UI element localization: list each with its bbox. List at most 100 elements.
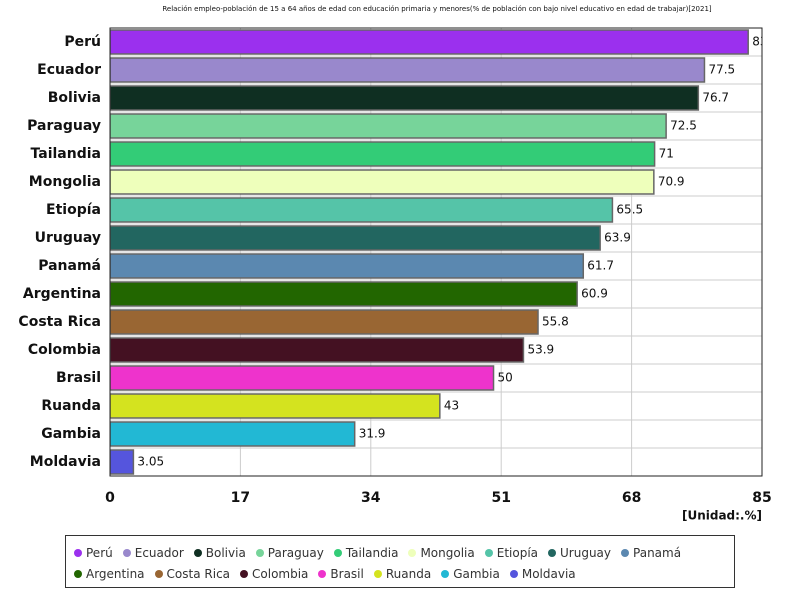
unit-label: [Unidad:.%] bbox=[682, 509, 762, 523]
legend-label: Colombia bbox=[252, 566, 309, 581]
bar bbox=[110, 365, 495, 391]
legend-item: Colombia bbox=[240, 563, 308, 584]
bar bbox=[110, 421, 356, 447]
legend-item: Ruanda bbox=[373, 563, 432, 584]
value-label: 65.5 bbox=[616, 203, 643, 217]
legend-item: Ecuador bbox=[122, 542, 184, 563]
bar bbox=[110, 169, 655, 195]
legend-marker bbox=[255, 548, 264, 557]
x-tick-label: 85 bbox=[752, 490, 771, 506]
legend-marker bbox=[74, 569, 82, 578]
y-tick-label: Ecuador bbox=[37, 62, 101, 78]
legend-item: Gambia bbox=[441, 563, 500, 584]
y-tick-label: Brasil bbox=[56, 370, 101, 386]
x-tick-label: 0 bbox=[105, 490, 115, 506]
legend-item: Argentina bbox=[74, 563, 145, 584]
value-label: 50 bbox=[498, 371, 513, 385]
legend-marker bbox=[484, 548, 493, 557]
chart-title: Relación empleo-población de 15 a 64 año… bbox=[162, 5, 712, 13]
legend-label: Tailandia bbox=[345, 545, 399, 560]
bar bbox=[110, 281, 578, 307]
bar bbox=[110, 29, 749, 55]
legend-marker bbox=[154, 569, 163, 578]
legend-marker bbox=[509, 569, 518, 578]
legend-item: Costa Rica bbox=[154, 563, 231, 584]
legend-label: Gambia bbox=[453, 566, 500, 581]
legend-marker bbox=[318, 569, 327, 578]
y-tick-label: Moldavia bbox=[30, 454, 101, 470]
bar bbox=[110, 113, 667, 139]
legend-item: Perú bbox=[74, 542, 113, 563]
bar bbox=[110, 337, 525, 363]
legend-label: Mongolia bbox=[420, 545, 475, 560]
legend-label: Moldavia bbox=[521, 566, 576, 581]
value-label: 63.9 bbox=[604, 231, 631, 245]
y-tick-label: Paraguay bbox=[27, 118, 101, 134]
bar bbox=[110, 449, 135, 475]
value-label: 76.7 bbox=[702, 91, 729, 105]
value-label: 31.9 bbox=[359, 427, 386, 441]
legend-item: Etiopía bbox=[484, 542, 539, 563]
x-tick-label: 34 bbox=[361, 490, 381, 506]
x-tick-label: 68 bbox=[622, 490, 641, 506]
legend-item: Bolivia bbox=[193, 542, 246, 563]
legend-marker bbox=[621, 548, 630, 557]
plot-clip: 83.2 77.5 76.7 72.5 71 70.9 65.5 63.9 61.7 60.9 55… bbox=[110, 29, 779, 475]
value-label: 61.7 bbox=[587, 259, 614, 273]
legend-marker bbox=[333, 548, 342, 557]
bar bbox=[110, 253, 585, 279]
legend-marker bbox=[373, 569, 382, 578]
y-tick-label: Ruanda bbox=[41, 398, 101, 414]
value-label: 55.8 bbox=[542, 315, 569, 329]
legend-item: Tailandia bbox=[333, 542, 399, 563]
bar bbox=[110, 141, 656, 167]
legend-marker bbox=[240, 569, 249, 578]
bar bbox=[110, 309, 539, 335]
legend-label: Argentina bbox=[86, 566, 145, 581]
bar bbox=[110, 197, 614, 223]
x-tick-label: 17 bbox=[231, 490, 250, 506]
legend-marker bbox=[441, 569, 450, 578]
value-label: 70.9 bbox=[658, 175, 685, 189]
legend-item: Uruguay bbox=[548, 542, 611, 563]
y-tick-label: Gambia bbox=[41, 426, 101, 442]
legend-marker bbox=[122, 548, 131, 557]
y-tick-label: Colombia bbox=[28, 342, 101, 358]
y-tick-label: Panamá bbox=[38, 258, 101, 274]
legend: Perú Ecuador Bolivia Paraguay Tailandia Mongo… bbox=[65, 535, 735, 588]
y-tick-label: Argentina bbox=[23, 286, 101, 302]
value-label: 72.5 bbox=[670, 119, 697, 133]
y-tick-label: Tailandia bbox=[31, 146, 101, 162]
legend-marker bbox=[74, 548, 82, 557]
y-tick-label: Uruguay bbox=[35, 230, 101, 246]
x-tick-label: 51 bbox=[491, 490, 510, 506]
legend-item: Moldavia bbox=[509, 563, 576, 584]
legend-item: Brasil bbox=[318, 563, 364, 584]
bar bbox=[110, 57, 706, 83]
bar bbox=[110, 393, 441, 419]
value-label: 60.9 bbox=[581, 287, 608, 301]
value-label: 43 bbox=[444, 399, 459, 413]
legend-label: Panamá bbox=[633, 545, 682, 560]
y-tick-label: Perú bbox=[64, 34, 101, 50]
legend-label: Brasil bbox=[330, 566, 364, 581]
bar bbox=[110, 85, 700, 111]
legend-label: Costa Rica bbox=[166, 566, 231, 581]
legend-label: Paraguay bbox=[267, 545, 324, 560]
value-label: 3.05 bbox=[137, 455, 164, 469]
legend-label: Etiopía bbox=[496, 545, 539, 560]
value-label: 53.9 bbox=[527, 343, 554, 357]
chart: Relación empleo-población de 15 a 64 año… bbox=[18, 5, 779, 523]
legend-label: Ruanda bbox=[385, 566, 432, 581]
legend-label: Ecuador bbox=[134, 545, 184, 560]
legend-marker bbox=[193, 548, 202, 557]
bar bbox=[110, 225, 601, 251]
legend-item: Panamá bbox=[621, 542, 681, 563]
y-tick-label: Mongolia bbox=[29, 174, 101, 190]
legend-item: Mongolia bbox=[408, 542, 475, 563]
value-label: 83.2 bbox=[752, 35, 779, 49]
y-tick-label: Etiopía bbox=[46, 202, 101, 218]
value-label: 77.5 bbox=[708, 63, 735, 77]
value-label: 71 bbox=[659, 147, 674, 161]
